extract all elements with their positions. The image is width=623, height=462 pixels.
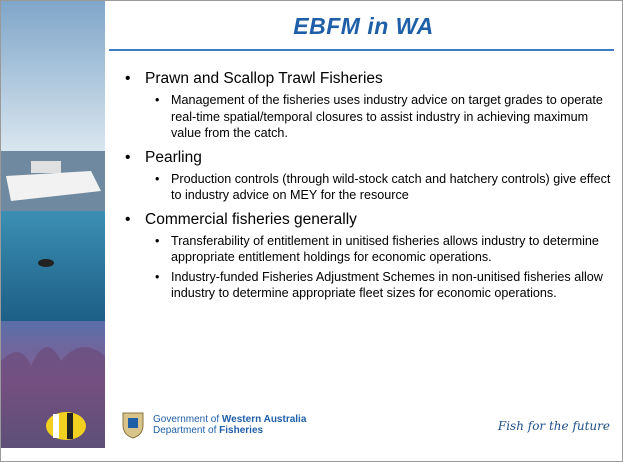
slogan: Fish for the future xyxy=(498,419,610,433)
sub-bullet: Industry-funded Fisheries Adjustment Sch… xyxy=(119,269,614,302)
gov-emphasis: Western Australia xyxy=(222,414,306,425)
government-text: Government of Western Australia Departme… xyxy=(153,414,306,436)
bullet: Prawn and Scallop Trawl Fisheries xyxy=(119,69,614,88)
bullet-list: Prawn and Scallop Trawl Fisheries Managem… xyxy=(119,63,614,305)
dept-prefix: Department of xyxy=(153,425,219,436)
title-rule xyxy=(109,49,614,51)
sub-bullet: Production controls (through wild-stock … xyxy=(119,171,614,204)
slide-title: EBFM in WA xyxy=(105,13,622,40)
photo-strip xyxy=(1,1,105,448)
sub-bullet-list: Production controls (through wild-stock … xyxy=(119,171,614,204)
gov-prefix: Government of xyxy=(153,414,222,425)
sub-bullet: Management of the fisheries uses industr… xyxy=(119,92,614,142)
dept-emphasis: Fisheries xyxy=(219,425,263,436)
sub-bullet-list: Management of the fisheries uses industr… xyxy=(119,92,614,142)
bullet: Commercial fisheries generally xyxy=(119,210,614,229)
bullet: Pearling xyxy=(119,148,614,167)
sub-bullet-list: Transferability of entitlement in unitis… xyxy=(119,233,614,302)
sub-bullet: Transferability of entitlement in unitis… xyxy=(119,233,614,266)
gov-line: Government of Western Australia xyxy=(153,414,306,425)
crest-logo xyxy=(119,409,147,439)
dept-line: Department of Fisheries xyxy=(153,425,306,436)
slide: EBFM in WA Prawn and Scallop Trawl Fishe… xyxy=(0,0,623,462)
